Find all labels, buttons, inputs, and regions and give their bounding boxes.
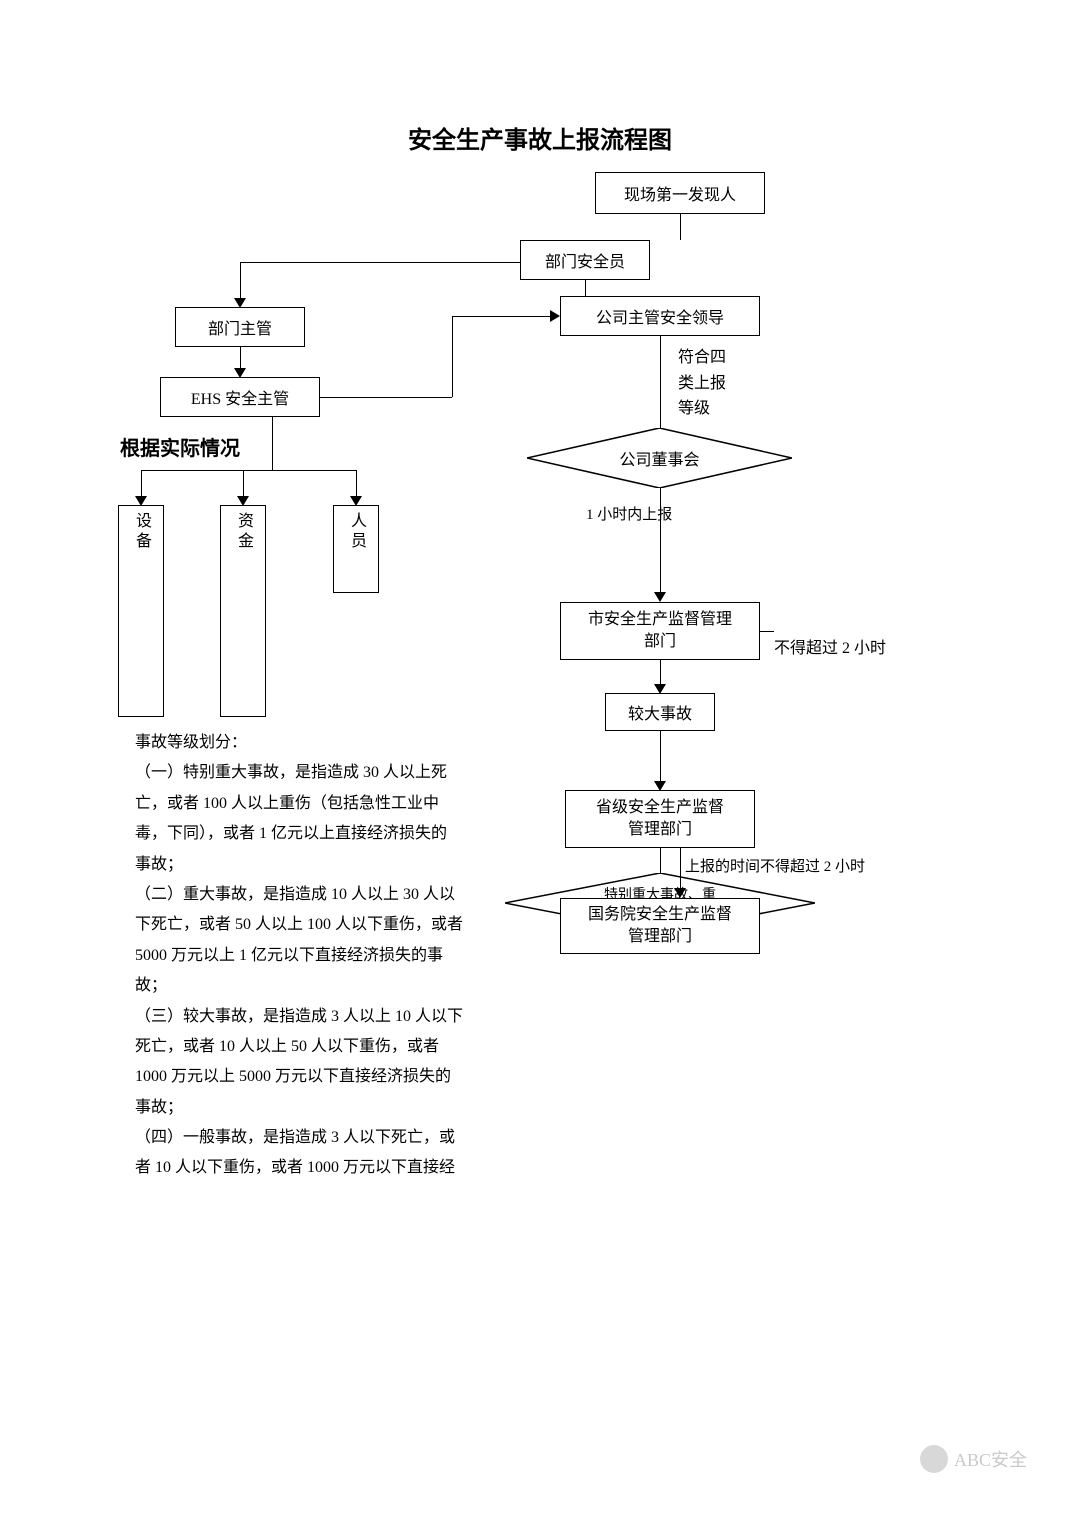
node-ehs-mgr: EHS 安全主管 xyxy=(160,377,320,417)
text-line: 事故； xyxy=(135,1093,505,1123)
node-major-acc: 较大事故 xyxy=(605,693,715,731)
arrow-down-icon xyxy=(654,781,666,791)
node-dept-safety: 部门安全员 xyxy=(520,240,650,280)
arrow-down-icon xyxy=(654,684,666,694)
text-line: 1000 万元以上 5000 万元以下直接经济损失的 xyxy=(135,1062,505,1092)
text-line: 毒，下同），或者 1 亿元以上直接经济损失的 xyxy=(135,819,505,849)
node-equipment: 设备 xyxy=(118,505,164,717)
text-line: 者 10 人以下重伤，或者 1000 万元以下直接经 xyxy=(135,1153,505,1183)
label-two-hour-2: 上报的时间不得超过 2 小时 xyxy=(685,855,865,876)
text-line: （二）重大事故，是指造成 10 人以上 30 人以 xyxy=(135,880,505,910)
edge xyxy=(240,347,241,370)
edge xyxy=(452,316,453,397)
edge xyxy=(660,848,661,873)
node-dept-mgr: 部门主管 xyxy=(175,307,305,347)
text-line: 事故； xyxy=(135,850,505,880)
arrow-down-icon xyxy=(350,496,362,506)
edge xyxy=(760,631,774,632)
text-line: （三）较大事故，是指造成 3 人以上 10 人以下 xyxy=(135,1002,505,1032)
node-discoverer: 现场第一发现人 xyxy=(595,172,765,214)
edge xyxy=(243,470,244,498)
edge xyxy=(660,731,661,783)
watermark-icon xyxy=(920,1445,948,1473)
edge xyxy=(272,417,273,470)
node-board-label: 公司董事会 xyxy=(527,428,792,488)
watermark: ABC安全 xyxy=(920,1445,1027,1473)
node-funds: 资金 xyxy=(220,505,266,717)
arrow-down-icon xyxy=(234,368,246,378)
arrow-down-icon xyxy=(654,592,666,602)
node-state-dept: 国务院安全生产监督 管理部门 xyxy=(560,898,760,954)
label-four-cat: 符合四 类上报 等级 xyxy=(678,345,726,422)
accident-level-text: 事故等级划分： （一）特别重大事故，是指造成 30 人以上死 亡，或者 100 … xyxy=(135,728,505,1184)
arrow-down-icon xyxy=(237,496,249,506)
arrow-down-icon xyxy=(135,496,147,506)
edge xyxy=(356,470,357,498)
edge xyxy=(141,470,142,498)
edge xyxy=(240,262,241,300)
page-title: 安全生产事故上报流程图 xyxy=(0,120,1080,155)
edge xyxy=(585,280,586,296)
text-line: 下死亡，或者 50 人以上 100 人以下重伤，或者 xyxy=(135,910,505,940)
edge xyxy=(452,316,552,317)
arrow-right-icon xyxy=(550,310,560,322)
text-line: （一）特别重大事故，是指造成 30 人以上死 xyxy=(135,758,505,788)
edge xyxy=(660,488,661,595)
node-prov-dept: 省级安全生产监督 管理部门 xyxy=(565,790,755,848)
watermark-text: ABC安全 xyxy=(954,1446,1027,1472)
node-co-leader: 公司主管安全领导 xyxy=(560,296,760,336)
text-line: 死亡，或者 10 人以上 50 人以下重伤，或者 xyxy=(135,1032,505,1062)
text-line: 5000 万元以上 1 亿元以下直接经济损失的事 xyxy=(135,941,505,971)
edge xyxy=(660,660,661,686)
label-two-hour-1: 不得超过 2 小时 xyxy=(774,634,886,658)
arrow-down-icon xyxy=(234,298,246,308)
node-city-dept: 市安全生产监督管理 部门 xyxy=(560,602,760,660)
edge xyxy=(141,470,356,471)
arrow-down-icon xyxy=(674,888,686,898)
text-line: （四）一般事故，是指造成 3 人以下死亡，或 xyxy=(135,1123,505,1153)
text-line: 亡，或者 100 人以上重伤（包括急性工业中 xyxy=(135,789,505,819)
text-heading: 事故等级划分： xyxy=(135,728,505,758)
text-line: 故； xyxy=(135,971,505,1001)
node-board-diamond: 公司董事会 xyxy=(527,428,792,488)
edge xyxy=(660,336,661,428)
node-personnel: 人员 xyxy=(333,505,379,593)
edge xyxy=(680,214,681,240)
edge xyxy=(240,262,520,263)
edge xyxy=(680,848,681,890)
edge xyxy=(320,397,452,398)
label-per-situation: 根据实际情况 xyxy=(120,432,240,461)
